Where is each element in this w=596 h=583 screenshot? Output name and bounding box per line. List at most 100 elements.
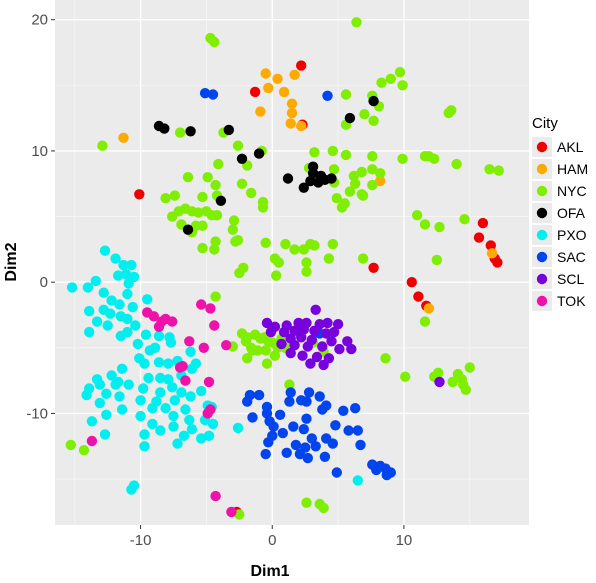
legend-swatch-ham [536,163,548,175]
point-nyc [367,179,378,191]
point-scl [318,359,329,371]
point-nyc [228,215,240,226]
point-scl [302,341,313,352]
point-nyc [210,291,221,302]
point-nyc [301,266,312,277]
legend-label-scl: SCL [557,271,584,287]
point-pxo [147,418,158,430]
point-nyc [433,367,444,378]
x-axis-title: Dim1 [250,563,289,580]
point-ofa [282,173,294,184]
point-tok [153,321,165,332]
point-nyc [240,336,252,347]
point-scl [311,351,323,363]
point-nyc [344,186,356,197]
point-scl [298,324,309,335]
point-akl [368,262,379,273]
y-tick-label: 0 [40,274,48,291]
point-ofa [182,224,194,235]
x-tick-label: 10 [396,532,413,549]
point-ham [423,303,435,314]
point-pxo [153,357,165,368]
point-nyc [443,107,454,119]
point-pxo [155,387,166,398]
point-sac [338,405,349,416]
point-sac [301,413,312,424]
point-ham [486,248,498,259]
point-sac [260,448,271,460]
point-nyc [385,73,396,85]
point-pxo [120,269,132,280]
legend: City AKL HAM NYC OFA PXO SAC SCL TOK [532,115,588,311]
point-pxo [128,480,140,491]
point-nyc [376,77,387,88]
point-pxo [94,397,106,409]
point-pxo [82,282,94,293]
point-tok [203,376,215,388]
point-nyc [242,353,253,364]
point-sac [261,408,273,419]
point-sac [274,409,286,420]
point-pxo [186,363,198,374]
point-pxo [110,253,121,264]
point-tok [209,320,220,331]
point-nyc [160,193,171,204]
point-nyc [213,158,224,170]
point-nyc [434,221,445,233]
point-scl [326,336,337,347]
point-ofa [307,168,319,179]
legend-label-nyc: NYC [557,183,587,199]
point-pxo [140,329,152,340]
point-pxo [114,299,125,310]
point-scl [321,328,332,339]
point-nyc [429,153,440,164]
point-akl [296,60,307,71]
point-sac [301,396,312,407]
point-sac [294,448,306,460]
legend-label-ofa: OFA [557,205,586,221]
point-nyc [238,262,249,273]
point-nyc [210,179,221,191]
point-pxo [168,410,179,422]
point-sac [330,420,341,431]
point-nyc [309,240,320,251]
point-pxo [232,422,244,434]
point-sac [303,387,315,398]
point-nyc [174,127,186,138]
point-nyc [336,202,348,213]
x-tick-label: -10 [130,532,152,549]
point-pxo [106,370,117,381]
point-nyc [359,109,370,120]
point-ofa [253,148,265,159]
point-nyc [452,368,464,380]
point-nyc [331,193,342,204]
point-sac [306,433,317,444]
point-nyc [357,190,369,201]
point-scl [265,326,277,338]
point-nyc [197,191,208,203]
point-pxo [110,379,121,390]
x-axis-ticks: -10 0 10 [130,525,413,549]
point-scl [322,317,333,329]
point-nyc [269,350,281,361]
point-scl [289,325,300,336]
point-pxo [185,346,196,357]
point-pxo [139,441,150,452]
point-ham [286,98,298,109]
point-pxo [143,372,154,384]
point-tok [177,361,188,372]
legend-label-akl: AKL [557,139,584,155]
point-nyc [411,210,423,221]
point-nyc [419,316,431,327]
point-sac [253,389,265,401]
point-tok [86,435,98,447]
y-tick-label: -10 [26,405,48,422]
point-pxo [167,382,178,393]
point-nyc [257,196,269,208]
point-nyc [202,172,213,183]
legend-swatch-nyc [536,185,548,197]
point-pxo [135,395,146,406]
point-nyc [400,371,411,382]
point-scl [285,347,296,359]
